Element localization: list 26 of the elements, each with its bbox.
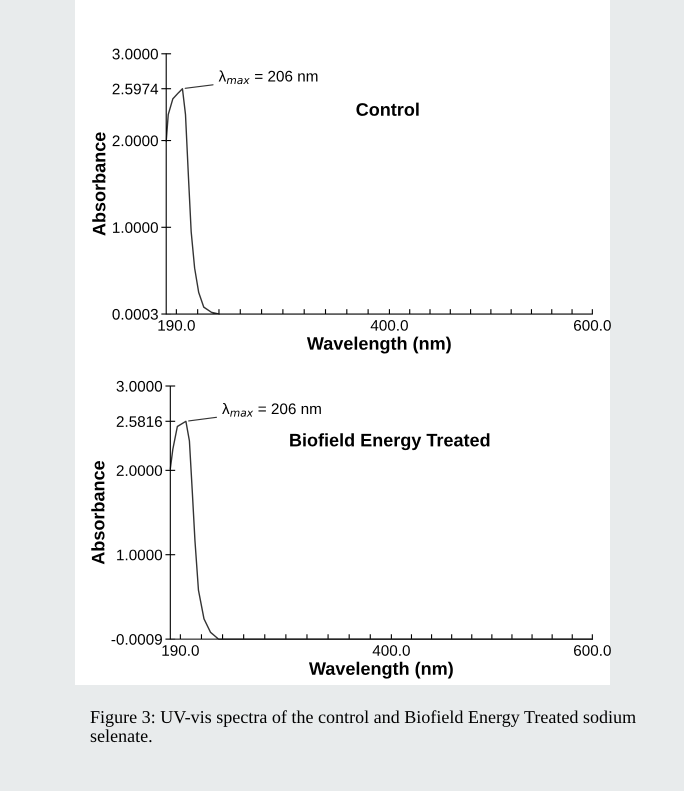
text: Biofield Energy Treated xyxy=(290,433,490,450)
x-tick-label: 190.0 xyxy=(162,645,199,656)
y-tick-label: -0.0009 xyxy=(112,634,162,645)
x-tick-label: 400.0 xyxy=(372,645,410,656)
y-tick-label: 1.0000 xyxy=(113,222,158,233)
y-axis-title: Absorbance xyxy=(92,132,106,236)
y-tick-label: 2.0000 xyxy=(112,135,158,146)
y-tick-label: 3.0000 xyxy=(112,48,158,60)
y-axis-title: Absorbance xyxy=(91,461,105,564)
x-tick-label: 400.0 xyxy=(370,320,408,331)
y-tick-label: 2.0000 xyxy=(116,465,162,476)
y-tick-label: 2.5816 xyxy=(116,416,162,427)
annotation: λ$_{max}$ = 206 nm xyxy=(218,70,318,84)
text: Control xyxy=(356,102,419,116)
caption: Figure 3: UV-vis spectra of the control and Biofield Energy Treated sodium selenate. xyxy=(90,710,636,742)
annotation: λ$_{max}$ = 206 nm xyxy=(222,402,321,417)
x-tick-label: 600.0 xyxy=(574,645,611,656)
y-tick-label: 3.0000 xyxy=(116,380,162,392)
x-axis-title: Wavelength (nm) xyxy=(306,336,451,354)
y-tick-label: 1.0000 xyxy=(117,550,162,560)
x-tick-label: 190.0 xyxy=(158,320,195,331)
y-tick-label: 2.5974 xyxy=(112,84,158,94)
y-tick-label: 0.0003 xyxy=(112,308,158,320)
x-tick-label: 600.0 xyxy=(574,320,611,331)
line-series xyxy=(166,88,220,315)
x-axis-title: Wavelength (nm) xyxy=(308,662,453,679)
